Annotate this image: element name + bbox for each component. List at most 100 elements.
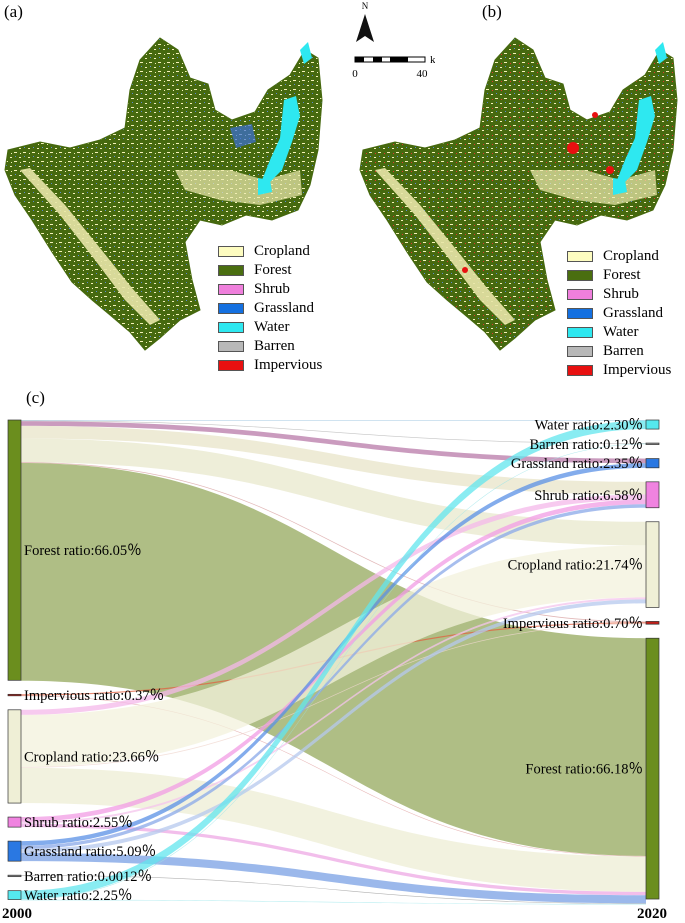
legend-label: Cropland: [603, 248, 659, 264]
barren-swatch: [567, 346, 593, 357]
legend-item-impervious: Impervious: [218, 356, 322, 375]
flow-water-to-forest: [21, 899, 646, 905]
right-node-impervious: [645, 621, 660, 625]
legend-label: Forest: [254, 262, 292, 278]
legend-label: Shrub: [603, 286, 639, 302]
land-cover-map-2000: [4, 37, 323, 351]
land-cover-map-2020: [359, 37, 678, 351]
legend-label: Impervious: [603, 362, 672, 378]
flow-shrub-to-forest: [21, 823, 646, 896]
right-node-forest: [645, 637, 660, 900]
legend-label: Water: [603, 324, 639, 340]
north-label: N: [362, 1, 369, 11]
north-arrow-scale-bar: N km 0 40: [352, 1, 435, 80]
flow-barren-to-forest: [21, 875, 646, 904]
flow-shrub-to-cropland: [21, 597, 646, 824]
right-node-label-impervious: Impervious ratio:0.70％: [503, 616, 643, 632]
legend-label: Barren: [603, 343, 644, 359]
flow-grassland-to-grassland: [21, 463, 646, 846]
scale-max: 40: [417, 68, 429, 80]
right-node-barren: [645, 442, 660, 445]
legend-map-b: Cropland Forest Shrub Grassland Water Ba…: [567, 247, 671, 380]
flow-grassland-to-forest: [21, 853, 646, 904]
right-node-cropland: [645, 521, 660, 608]
right-node-label-grassland: Grassland ratio:2.35％: [511, 456, 643, 472]
left-node-water: [7, 890, 22, 900]
flow-impervious-to-forest: [21, 695, 646, 857]
left-node-barren: [7, 874, 22, 878]
grassland-swatch: [218, 303, 244, 314]
legend-item-impervious: Impervious: [567, 361, 671, 380]
shrub-swatch: [218, 284, 244, 295]
left-node-label-cropland: Cropland ratio:23.66％: [24, 749, 159, 765]
forest-swatch: [567, 270, 593, 281]
water-swatch: [567, 327, 593, 338]
right-node-shrub: [645, 481, 660, 509]
right-node-label-forest: Forest ratio:66.18％: [525, 762, 643, 778]
left-node-label-grassland: Grassland ratio:5.09％: [24, 844, 156, 860]
flow-grassland-to-cropland: [21, 599, 646, 854]
sankey-nodes: [7, 419, 660, 900]
right-node-label-cropland: Cropland ratio:21.74％: [508, 558, 643, 574]
legend-item-shrub: Shrub: [567, 285, 671, 304]
legend-label: Cropland: [254, 243, 310, 259]
scale-min: 0: [352, 68, 358, 80]
sankey-flows: [21, 420, 646, 905]
flow-forest-to-impervious: [21, 462, 646, 623]
left-node-impervious: [7, 693, 22, 697]
panel-label-b: (b): [482, 2, 502, 21]
legend-item-water: Water: [567, 323, 671, 342]
impervious-swatch: [567, 365, 593, 376]
legend-label: Shrub: [254, 281, 290, 297]
shrub-swatch: [567, 289, 593, 300]
right-node-label-barren: Barren ratio:0.12％: [529, 437, 643, 453]
right-node-label-water: Water ratio:2.30％: [535, 418, 643, 434]
legend-label: Grassland: [254, 300, 314, 316]
flow-water-to-water: [21, 420, 646, 900]
legend-item-water: Water: [218, 318, 322, 337]
left-node-grassland: [7, 840, 22, 862]
flow-forest-to-grassland: [21, 421, 646, 464]
year-label-2000: 2000: [2, 906, 32, 922]
legend-item-forest: Forest: [218, 261, 322, 280]
legend-label: Forest: [603, 267, 641, 283]
right-node-label-shrub: Shrub ratio:6.58％: [534, 488, 643, 504]
grassland-swatch: [567, 308, 593, 319]
cropland-swatch: [218, 246, 244, 257]
forest-swatch: [218, 265, 244, 276]
sankey-labels: Forest ratio:66.05％ Impervious ratio:0.37…: [24, 418, 643, 905]
land-use-transition-sankey: Forest ratio:66.05％ Impervious ratio:0.37…: [2, 418, 667, 922]
left-node-shrub: [7, 816, 22, 828]
left-node-label-water: Water ratio:2.25％: [24, 888, 132, 904]
legend-item-grassland: Grassland: [218, 299, 322, 318]
left-node-label-impervious: Impervious ratio:0.37％: [24, 688, 164, 704]
flow-forest-to-barren: [21, 420, 646, 444]
legend-map-a: Cropland Forest Shrub Grassland Water Ba…: [218, 242, 322, 375]
panel-label-c: (c): [26, 388, 45, 407]
water-swatch: [218, 322, 244, 333]
left-node-cropland: [7, 709, 22, 804]
left-node-label-barren: Barren ratio:0.0012％: [24, 869, 152, 885]
flow-grassland-to-shrub: [21, 504, 646, 850]
flow-cropland-to-shrub: [21, 494, 646, 715]
flow-cropland-to-impervious: [21, 623, 646, 768]
legend-item-barren: Barren: [218, 337, 322, 356]
scale-unit: km: [430, 54, 435, 66]
legend-item-grassland: Grassland: [567, 304, 671, 323]
legend-label: Grassland: [603, 305, 663, 321]
left-node-label-shrub: Shrub ratio:2.55％: [24, 815, 133, 831]
legend-item-cropland: Cropland: [218, 242, 322, 261]
legend-label: Impervious: [254, 357, 323, 373]
legend-label: Barren: [254, 338, 295, 354]
flow-forest-to-water: [21, 420, 646, 421]
legend-item-shrub: Shrub: [218, 280, 322, 299]
legend-item-cropland: Cropland: [567, 247, 671, 266]
right-node-water: [645, 419, 660, 430]
barren-swatch: [218, 341, 244, 352]
legend-label: Water: [254, 319, 290, 335]
impervious-swatch: [218, 360, 244, 371]
legend-item-forest: Forest: [567, 266, 671, 285]
legend-item-barren: Barren: [567, 342, 671, 361]
left-node-label-forest: Forest ratio:66.05％: [24, 543, 142, 559]
panel-label-a: (a): [4, 2, 23, 21]
